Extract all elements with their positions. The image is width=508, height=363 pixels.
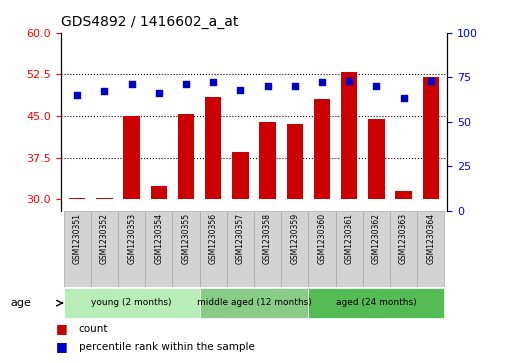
Bar bbox=[308, 211, 336, 287]
Text: GSM1230352: GSM1230352 bbox=[100, 213, 109, 264]
Bar bbox=[145, 211, 172, 287]
Bar bbox=[341, 72, 357, 199]
Bar bbox=[200, 211, 227, 287]
Point bbox=[291, 83, 299, 89]
Bar bbox=[368, 119, 385, 199]
Bar bbox=[200, 288, 308, 318]
Text: GSM1230358: GSM1230358 bbox=[263, 213, 272, 264]
Point bbox=[155, 90, 163, 96]
Bar bbox=[232, 152, 248, 199]
Bar bbox=[69, 198, 85, 199]
Text: GSM1230364: GSM1230364 bbox=[426, 213, 435, 264]
Point bbox=[236, 87, 244, 93]
Text: young (2 months): young (2 months) bbox=[91, 298, 172, 307]
Point bbox=[101, 89, 109, 94]
Point bbox=[209, 79, 217, 85]
Point bbox=[427, 78, 435, 83]
Bar bbox=[423, 77, 439, 199]
Text: GDS4892 / 1416602_a_at: GDS4892 / 1416602_a_at bbox=[61, 15, 238, 29]
Text: GSM1230363: GSM1230363 bbox=[399, 213, 408, 264]
Text: GSM1230351: GSM1230351 bbox=[73, 213, 82, 264]
Point bbox=[182, 81, 190, 87]
Bar bbox=[64, 211, 91, 287]
Point bbox=[399, 95, 407, 101]
Text: GSM1230354: GSM1230354 bbox=[154, 213, 164, 264]
Text: ■: ■ bbox=[56, 340, 68, 353]
Point bbox=[264, 83, 272, 89]
Text: GSM1230360: GSM1230360 bbox=[318, 213, 327, 264]
Text: count: count bbox=[79, 323, 108, 334]
Text: middle aged (12 months): middle aged (12 months) bbox=[197, 298, 311, 307]
Bar bbox=[118, 211, 145, 287]
Bar bbox=[336, 211, 363, 287]
Text: GSM1230357: GSM1230357 bbox=[236, 213, 245, 264]
Bar bbox=[363, 211, 390, 287]
Bar bbox=[97, 198, 113, 199]
Bar bbox=[205, 97, 221, 199]
Text: percentile rank within the sample: percentile rank within the sample bbox=[79, 342, 255, 352]
Text: ■: ■ bbox=[56, 322, 68, 335]
Bar bbox=[417, 211, 444, 287]
Bar bbox=[91, 211, 118, 287]
Bar bbox=[395, 191, 411, 199]
Bar bbox=[390, 211, 417, 287]
Text: age: age bbox=[10, 298, 31, 308]
Text: aged (24 months): aged (24 months) bbox=[336, 298, 417, 307]
Point bbox=[318, 79, 326, 85]
Bar bbox=[254, 211, 281, 287]
Point bbox=[372, 83, 380, 89]
Point bbox=[345, 78, 353, 83]
Bar bbox=[287, 125, 303, 199]
Bar bbox=[281, 211, 308, 287]
Bar bbox=[172, 211, 200, 287]
Bar bbox=[227, 211, 254, 287]
Text: GSM1230353: GSM1230353 bbox=[127, 213, 136, 264]
Bar bbox=[151, 185, 167, 199]
Bar bbox=[314, 99, 330, 199]
Bar bbox=[260, 122, 276, 199]
Bar bbox=[308, 288, 444, 318]
Point bbox=[73, 92, 81, 98]
Text: GSM1230356: GSM1230356 bbox=[209, 213, 218, 264]
Bar bbox=[178, 114, 194, 199]
Bar bbox=[64, 288, 200, 318]
Text: GSM1230362: GSM1230362 bbox=[372, 213, 381, 264]
Text: GSM1230361: GSM1230361 bbox=[344, 213, 354, 264]
Point bbox=[128, 81, 136, 87]
Text: GSM1230355: GSM1230355 bbox=[181, 213, 190, 264]
Text: GSM1230359: GSM1230359 bbox=[290, 213, 299, 264]
Bar bbox=[123, 116, 140, 199]
